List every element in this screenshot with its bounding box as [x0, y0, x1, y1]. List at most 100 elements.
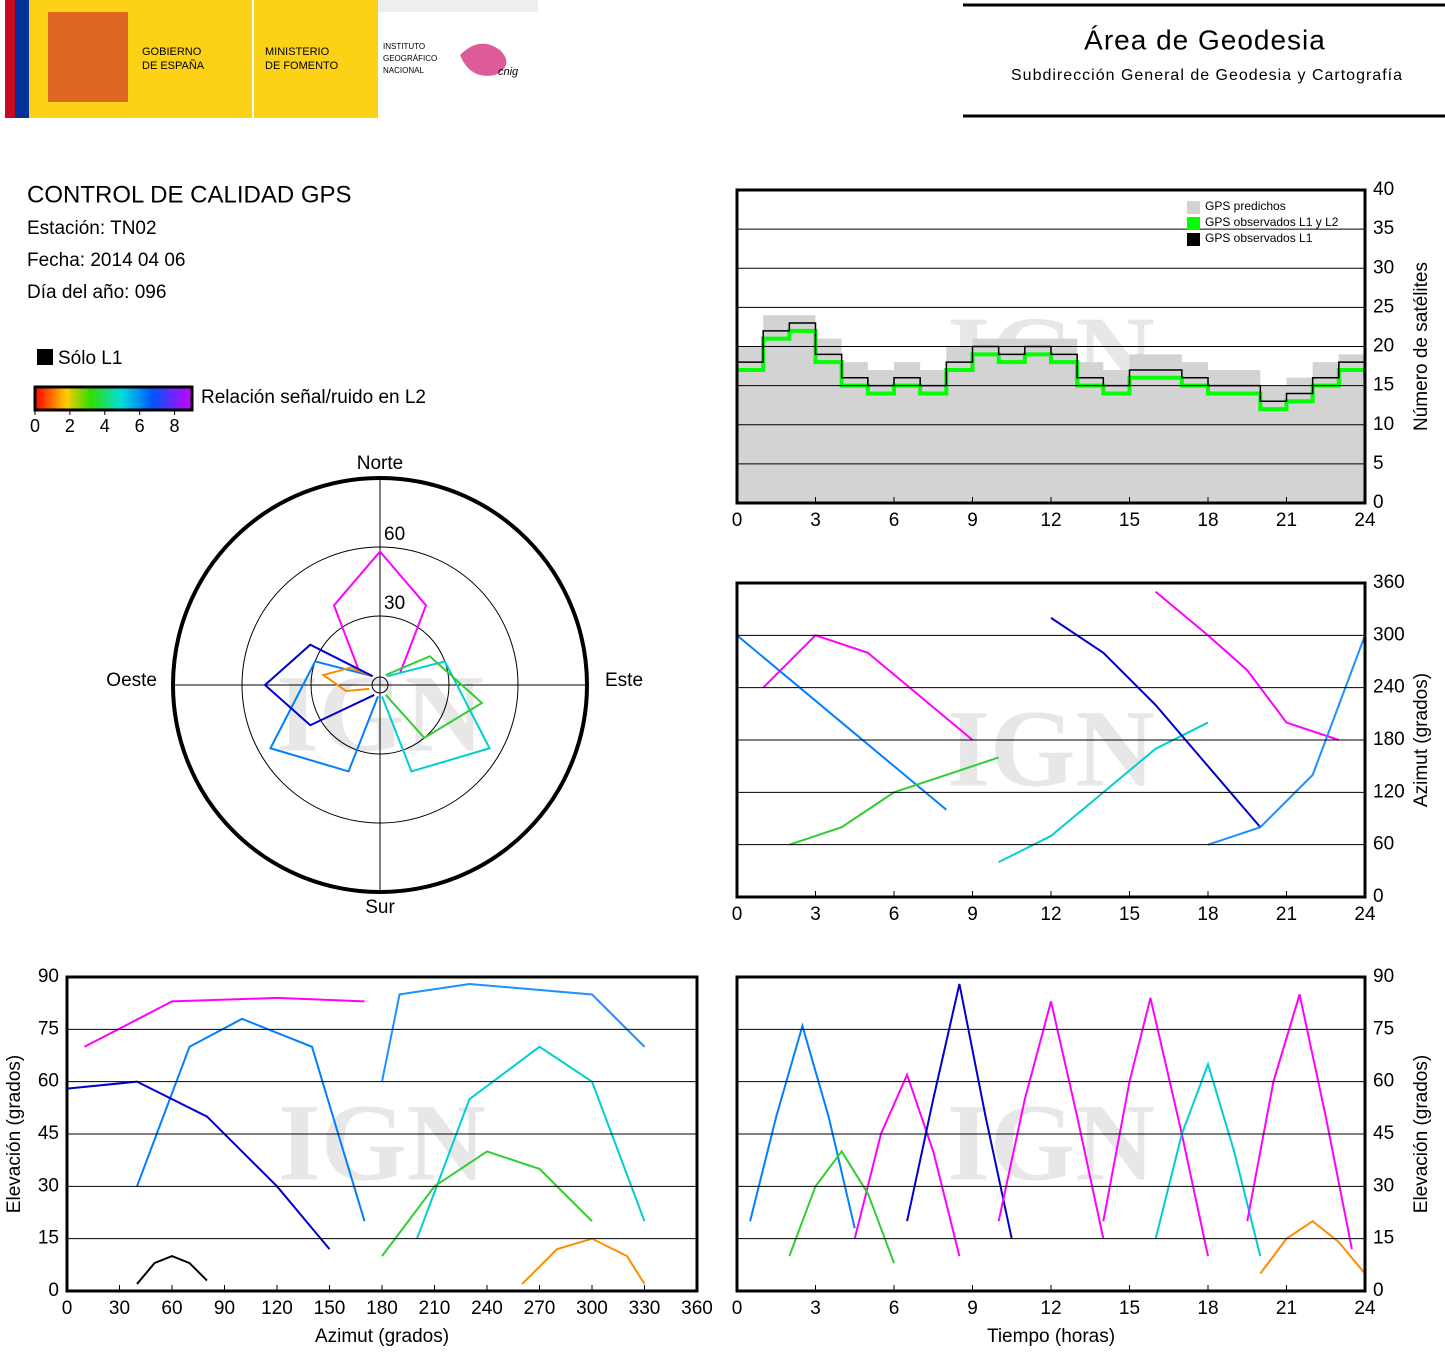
horizon	[171, 476, 589, 894]
legend-label: GPS observados L1 y L2	[1205, 215, 1339, 229]
x-tick-label: 24	[1354, 510, 1376, 531]
x-tick-label: 300	[576, 1298, 608, 1319]
track	[1102, 997, 1209, 1257]
x-tick-label: 0	[62, 1298, 73, 1319]
x-tick-label: 18	[1197, 510, 1218, 531]
elevation-ring	[241, 546, 519, 824]
info-line: Día del año: 096	[27, 282, 166, 303]
track	[906, 983, 1013, 1239]
x-tick-label: 18	[1197, 904, 1218, 925]
y-tick-label: 180	[1373, 729, 1405, 750]
info-line: Fecha: 2014 04 06	[27, 250, 185, 271]
track	[1207, 634, 1365, 846]
x-tick-label: 21	[1276, 510, 1297, 531]
y-tick-label: 15	[1373, 1228, 1394, 1249]
y-tick-label: 90	[1373, 966, 1394, 987]
y-tick-label: 90	[38, 966, 59, 987]
track	[332, 550, 428, 674]
logo-text: MINISTERIO	[265, 46, 330, 58]
y-tick-label: 15	[1373, 375, 1394, 396]
colorbar-tick-label: 8	[170, 416, 180, 436]
legend-label: Sólo L1	[58, 348, 122, 369]
track	[1155, 590, 1340, 741]
y-tick-label: 25	[1373, 296, 1394, 317]
x-tick-label: 12	[1040, 1298, 1061, 1319]
legend-swatch	[37, 349, 53, 365]
x-tick-label: 9	[967, 904, 978, 925]
y-tick-label: 45	[38, 1123, 59, 1144]
y-tick-label: 300	[1373, 624, 1405, 645]
plot-frame	[735, 188, 1367, 505]
series-area	[737, 315, 1365, 503]
x-tick-label: 24	[1354, 904, 1376, 925]
track	[385, 655, 484, 740]
x-tick-label: 6	[889, 1298, 900, 1319]
y-tick-label: 60	[1373, 1071, 1394, 1092]
y-tick-label: 240	[1373, 677, 1405, 698]
y-tick-label: 0	[48, 1280, 59, 1301]
y-tick-label: 0	[1373, 492, 1384, 513]
chart: IGN051015202530354003691215182124Número …	[732, 179, 1432, 531]
track	[416, 1045, 646, 1240]
track	[381, 660, 491, 773]
track	[136, 1255, 208, 1285]
legend-swatch	[1187, 233, 1200, 246]
x-tick-label: 0	[732, 1298, 743, 1319]
watermark: IGN	[947, 687, 1155, 809]
logo-block	[5, 0, 538, 118]
info-title: CONTROL DE CALIDAD GPS	[27, 181, 352, 208]
legend-swatch	[1187, 217, 1200, 230]
track	[788, 1149, 895, 1264]
y-tick-label: 75	[38, 1018, 59, 1039]
y-tick-label: 60	[38, 1071, 59, 1092]
colorbar-label: Relación señal/ruido en L2	[201, 387, 426, 408]
y-tick-label: 40	[1373, 179, 1394, 200]
track	[997, 1001, 1105, 1239]
direction-label: Este	[605, 670, 643, 691]
x-tick-label: 60	[161, 1298, 182, 1319]
track	[136, 1017, 366, 1222]
x-axis-label: Tiempo (horas)	[987, 1326, 1115, 1347]
x-tick-label: 180	[366, 1298, 398, 1319]
y-tick-label: 5	[1373, 453, 1384, 474]
x-tick-label: 0	[732, 904, 743, 925]
x-axis-label: Azimut (grados)	[315, 1326, 449, 1347]
x-tick-label: 30	[109, 1298, 130, 1319]
logo-text: INSTITUTO	[383, 42, 425, 51]
y-tick-label: 20	[1373, 336, 1394, 357]
y-tick-label: 10	[1373, 414, 1394, 435]
track	[1246, 994, 1353, 1250]
plot-frame	[65, 975, 699, 1293]
x-tick-label: 3	[810, 1298, 821, 1319]
chart: IGN 0 15 30 45 60 75 90 0 3 6 9 12 15 18 21 24 Tiempo (ho…	[732, 966, 1432, 1347]
logo-text: DE FOMENTO	[265, 60, 339, 72]
track	[737, 634, 947, 811]
colorbar-tick-label: 6	[135, 416, 145, 436]
direction-label: Oeste	[106, 670, 157, 691]
header-title: Área de Geodesia	[1084, 24, 1326, 55]
elevation-label: 30	[384, 593, 405, 614]
colorbar-tick-label: 4	[100, 416, 110, 436]
track	[67, 1080, 331, 1250]
x-tick-label: 0	[732, 510, 743, 531]
y-tick-label: 0	[1373, 886, 1384, 907]
legend-label: GPS predichos	[1205, 199, 1286, 213]
chart: IGN 0 60 120 180 240 300 360 0 3 6 9 12 15 18 21 24 Azimu…	[732, 572, 1432, 925]
x-tick-label: 330	[629, 1298, 661, 1319]
direction-label: Sur	[365, 897, 395, 918]
track	[269, 660, 379, 773]
y-tick-label: 30	[1373, 257, 1394, 278]
track	[84, 996, 365, 1048]
track	[263, 643, 375, 727]
track	[1259, 1219, 1365, 1275]
logo-text: NACIONAL	[383, 66, 424, 75]
track	[381, 982, 646, 1082]
y-tick-label: 75	[1373, 1018, 1394, 1039]
y-axis-label: Número de satélites	[1411, 262, 1432, 431]
legend-label: GPS observados L1	[1205, 231, 1313, 245]
y-tick-label: 360	[1373, 572, 1405, 593]
track	[321, 666, 373, 693]
track	[762, 634, 974, 741]
y-tick-label: 60	[1373, 834, 1394, 855]
